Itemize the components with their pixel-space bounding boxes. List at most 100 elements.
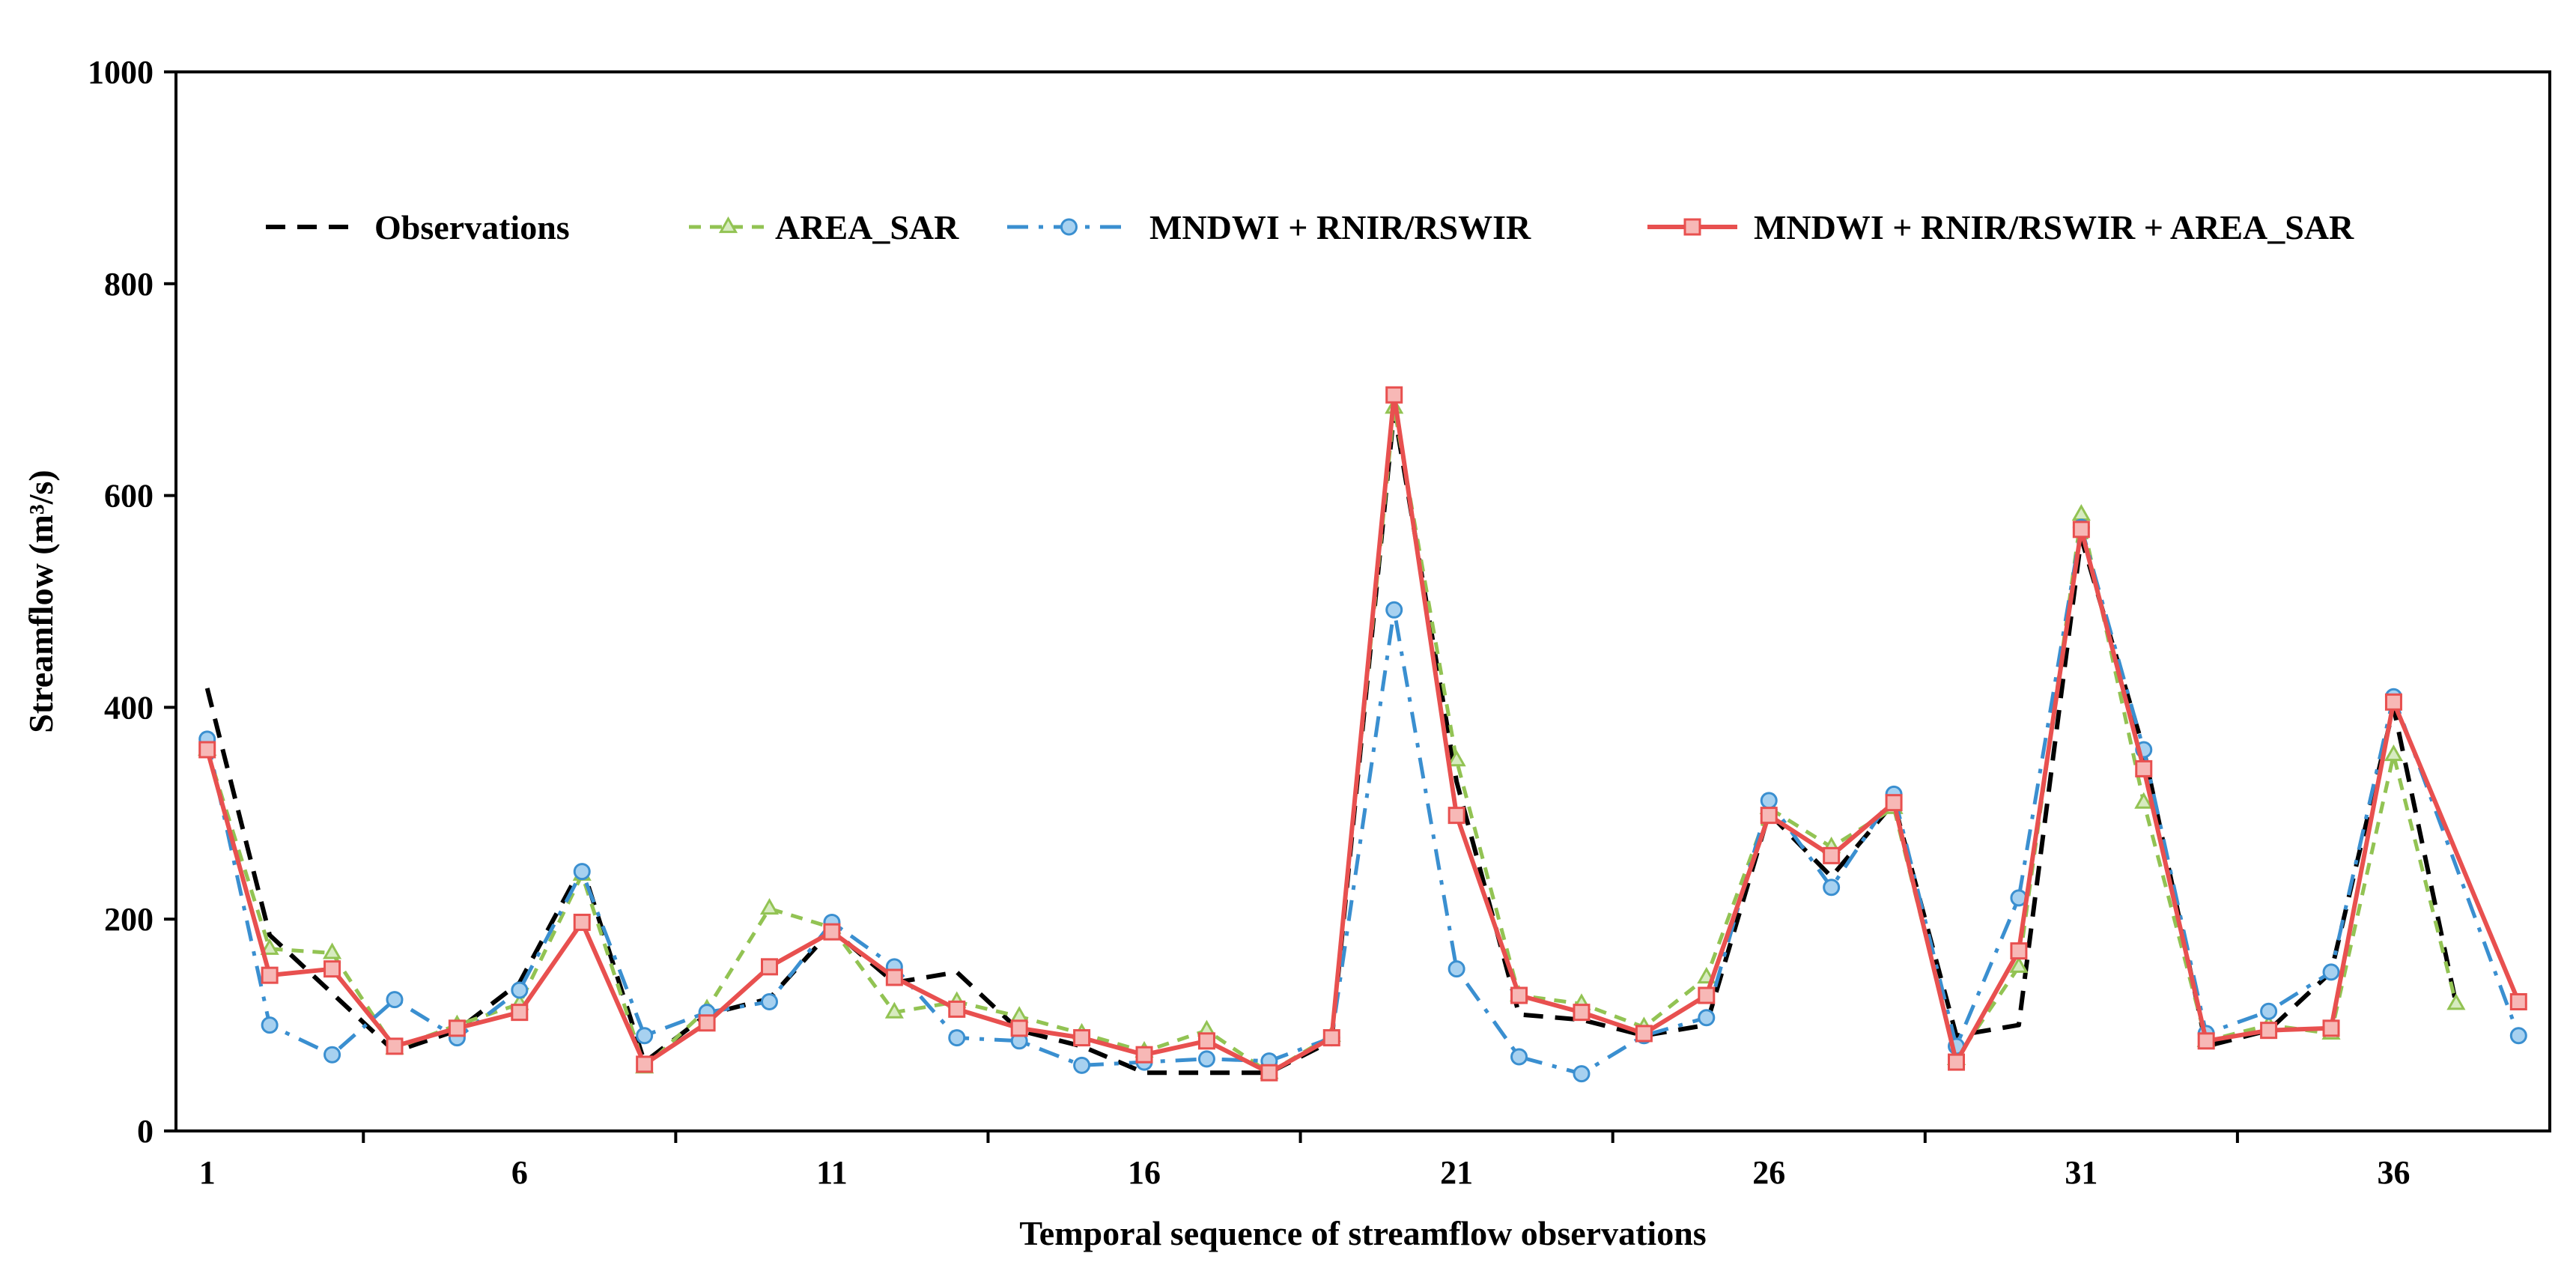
data-point-circle [2322, 963, 2340, 981]
data-point-circle [1823, 879, 1841, 897]
series-line [205, 525, 2521, 1076]
y-tick-label: 400 [104, 689, 154, 726]
data-point-circle [1573, 1065, 1591, 1083]
data-point-square [1510, 986, 1528, 1004]
data-point-square [1073, 1029, 1091, 1047]
plot-area [174, 70, 2551, 1132]
x-tick-label: 1 [199, 1154, 216, 1191]
data-point-triangle [2071, 504, 2091, 521]
data-point-triangle [1447, 750, 1466, 767]
data-point-square [1885, 794, 1903, 812]
y-tick-label: 1000 [88, 54, 154, 91]
data-point-square [1260, 1064, 1278, 1082]
data-point-square [1948, 1053, 1965, 1071]
data-point-square [1573, 1004, 1591, 1022]
data-point-triangle [2446, 993, 2466, 1010]
data-point-square [2197, 1032, 2215, 1050]
data-point-circle [1510, 1048, 1528, 1066]
data-point-triangle [759, 898, 780, 915]
data-point-square [1322, 1029, 1340, 1047]
y-axis-ticks: 0 200 400 600 800 1000 [88, 54, 176, 1150]
data-point-square [823, 923, 841, 941]
data-point-square [698, 1014, 716, 1032]
data-point-square [1698, 986, 1716, 1004]
legend-label: AREA_SAR [775, 208, 959, 246]
legend: Observations AREA_SAR MNDWI + RNIR/RSWIR MN… [266, 208, 2354, 246]
data-point-square [1448, 807, 1465, 825]
data-point-circle [636, 1027, 654, 1045]
x-tick-label: 6 [511, 1154, 528, 1191]
data-point-square [511, 1004, 529, 1022]
data-point-square [1010, 1019, 1028, 1037]
data-point-circle [2260, 1002, 2278, 1020]
x-tick-label: 26 [1752, 1154, 1785, 1191]
data-point-square [198, 741, 216, 759]
data-point-triangle [2134, 792, 2154, 809]
x-axis-title: Temporal sequence of streamflow observat… [1019, 1214, 1706, 1252]
data-point-square [2135, 759, 2153, 777]
data-point-triangle [2009, 956, 2029, 973]
data-point-square [761, 958, 778, 976]
data-point-square [1385, 386, 1403, 404]
data-point-circle [386, 991, 404, 1009]
data-point-triangle [718, 216, 738, 234]
data-point-triangle [884, 1001, 904, 1019]
legend-item: MNDWI + RNIR/RSWIR [1007, 208, 1531, 246]
data-point-square [1760, 807, 1778, 825]
legend-item: AREA_SAR [689, 208, 959, 246]
data-point-circle [1060, 218, 1078, 236]
y-tick-label: 0 [137, 1113, 154, 1150]
y-tick-label: 200 [104, 901, 154, 938]
legend-label: Observations [374, 208, 570, 246]
data-point-square [2072, 521, 2090, 539]
data-point-square [573, 913, 591, 931]
data-point-square [1683, 218, 1701, 236]
y-tick-label: 800 [104, 266, 154, 303]
data-point-triangle [260, 938, 279, 955]
legend-item: Observations [266, 208, 570, 246]
x-tick-label: 36 [2377, 1154, 2410, 1191]
data-point-triangle [1009, 1006, 1029, 1023]
data-point-circle [573, 863, 591, 881]
data-point-circle [323, 1046, 341, 1064]
data-point-circle [1197, 1050, 1215, 1068]
data-point-square [885, 968, 903, 986]
data-point-square [2260, 1022, 2278, 1040]
series-mndwi-rnir-rswir [198, 518, 2527, 1083]
y-axis-title: Streamflow (m³/s) [22, 470, 60, 733]
x-tick-label: 11 [816, 1154, 848, 1191]
data-point-square [386, 1037, 404, 1055]
series-mndwi-rnir-rswir-area-sar [198, 386, 2527, 1082]
data-point-circle [1760, 792, 1778, 810]
data-point-square [2010, 942, 2028, 960]
data-point-circle [261, 1016, 279, 1034]
data-point-square [1197, 1032, 1215, 1050]
series-line [204, 392, 2521, 1076]
data-point-square [261, 966, 279, 984]
data-point-square [636, 1055, 654, 1073]
data-point-square [2322, 1019, 2340, 1037]
data-point-circle [761, 992, 778, 1010]
data-point-square [2509, 992, 2527, 1010]
data-point-square [1823, 846, 1841, 864]
data-point-circle [948, 1029, 966, 1047]
data-point-square [2384, 693, 2402, 711]
data-point-circle [1698, 1009, 1716, 1027]
x-tick-label: 21 [1440, 1154, 1473, 1191]
legend-label: MNDWI + RNIR/RSWIR + AREA_SAR [1754, 208, 2354, 246]
data-point-triangle [322, 942, 342, 959]
data-point-circle [511, 981, 529, 999]
x-tick-label: 16 [1128, 1154, 1161, 1191]
data-point-triangle [2384, 744, 2404, 762]
data-point-circle [1448, 960, 1465, 978]
data-point-square [1635, 1025, 1653, 1043]
data-point-square [1135, 1046, 1153, 1064]
x-tick-label: 31 [2065, 1154, 2097, 1191]
x-axis-ticks: 1 6 11 16 21 26 31 36 [199, 1131, 2410, 1191]
data-point-circle [2509, 1027, 2527, 1045]
data-point-circle [1073, 1056, 1091, 1074]
series-layer [198, 386, 2527, 1083]
y-tick-label: 600 [104, 478, 154, 515]
series-area-sar [198, 397, 2466, 1079]
